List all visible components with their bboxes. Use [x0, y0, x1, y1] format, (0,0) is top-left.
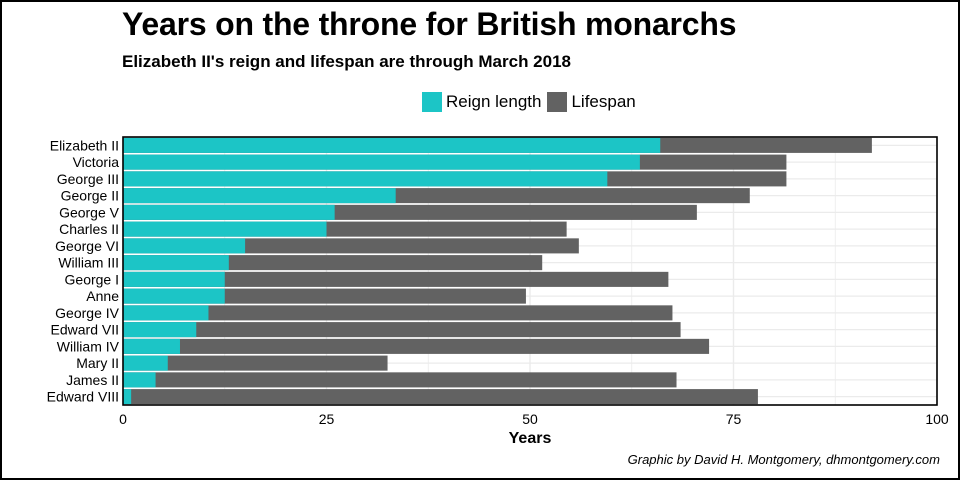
bar-reign — [123, 221, 327, 237]
bar-reign — [123, 389, 132, 405]
category-label: Charles II — [59, 221, 119, 237]
chart-subtitle: Elizabeth II's reign and lifespan are th… — [122, 52, 571, 71]
category-label: Mary II — [76, 355, 119, 371]
bar-reign — [123, 204, 335, 220]
x-tick-label: 0 — [119, 411, 127, 427]
bar-reign — [123, 137, 661, 153]
plot-panel-border — [122, 136, 938, 406]
category-label: James II — [66, 372, 119, 388]
bar-lifespan — [123, 271, 669, 287]
category-label: George V — [59, 204, 120, 220]
x-tick-label: 25 — [319, 411, 335, 427]
category-label: George II — [61, 188, 119, 204]
chart-title: Years on the throne for British monarchs — [122, 6, 737, 42]
category-label: William III — [58, 255, 119, 271]
legend-swatch-lifespan — [547, 92, 568, 112]
bar-lifespan — [123, 322, 681, 338]
bar-lifespan — [123, 305, 673, 321]
bar-reign — [123, 154, 640, 170]
x-tick-label: 75 — [726, 411, 742, 427]
category-label: Edward VIII — [47, 389, 119, 405]
legend-item-lifespan: Lifespan — [547, 92, 636, 112]
legend-swatch-reign — [422, 92, 442, 112]
category-label: William IV — [57, 338, 120, 354]
x-tick-label: 50 — [522, 411, 538, 427]
bar-reign — [123, 188, 396, 204]
bar-reign — [123, 171, 608, 187]
category-label: George IV — [55, 305, 119, 321]
category-label: Edward VII — [51, 322, 119, 338]
category-label: Victoria — [73, 154, 120, 170]
category-label: Elizabeth II — [50, 137, 119, 153]
category-label: George VI — [55, 238, 119, 254]
category-label: Anne — [86, 288, 119, 304]
bar-reign — [123, 355, 168, 371]
credit-line: Graphic by David H. Montgomery, dhmontgo… — [627, 452, 940, 467]
legend-item-reign: Reign length — [422, 92, 541, 112]
legend-label-reign: Reign length — [446, 92, 542, 111]
bar-lifespan — [123, 372, 677, 388]
bar-lifespan — [123, 338, 710, 354]
bar-reign — [123, 255, 229, 271]
category-label: George III — [57, 171, 119, 187]
legend-label-lifespan: Lifespan — [571, 92, 636, 111]
bar-reign — [123, 372, 156, 388]
bar-reign — [123, 238, 246, 254]
bar-reign — [123, 322, 197, 338]
bar-lifespan — [123, 389, 758, 405]
bar-reign — [123, 338, 180, 354]
bar-reign — [123, 271, 225, 287]
legend: Reign length Lifespan — [422, 90, 636, 114]
bar-reign — [123, 305, 209, 321]
bar-lifespan — [123, 355, 388, 371]
category-label: George I — [65, 271, 119, 287]
x-tick-label: 100 — [925, 411, 949, 427]
bar-reign — [123, 288, 225, 304]
x-axis-title: Years — [509, 430, 552, 447]
